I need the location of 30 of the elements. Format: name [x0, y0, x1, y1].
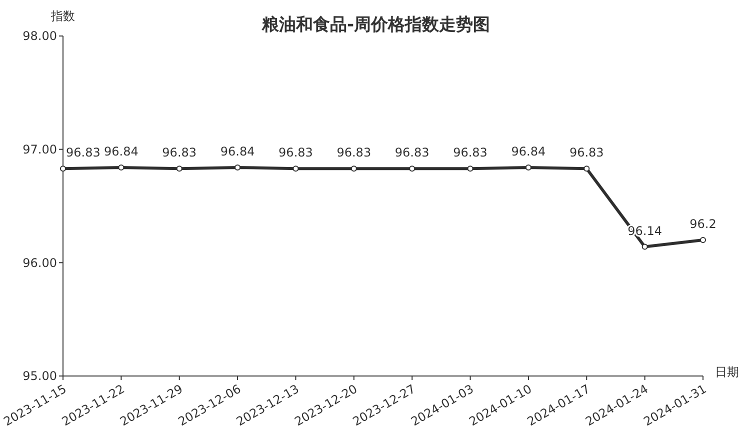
data-label: 96.83: [66, 146, 100, 160]
point: [292, 166, 299, 172]
data-label: 96.83: [453, 146, 488, 160]
point: [467, 166, 474, 172]
point: [584, 166, 590, 172]
y-tick-label: 96.00: [22, 256, 57, 270]
point: [409, 166, 416, 172]
point: [60, 166, 66, 172]
data-label: 96.83: [336, 146, 372, 160]
point: [176, 166, 182, 172]
data-label: 96.83: [162, 146, 197, 160]
y-tick-label: 97.00: [22, 142, 57, 157]
point: [525, 164, 532, 170]
point: [350, 166, 357, 172]
data-label: 96.83: [394, 146, 430, 160]
data-label: 96.84: [511, 144, 546, 158]
point: [118, 164, 124, 170]
y-tick-label: 95.00: [22, 369, 57, 384]
y-tick-label: 98.00: [22, 29, 57, 44]
point: [700, 237, 706, 243]
data-label: 96.2: [690, 217, 716, 231]
point: [642, 244, 648, 250]
data-label: 96.83: [569, 146, 604, 160]
data-label: 96.83: [278, 146, 313, 160]
chart-title: 粮油和食品-周价格指数走势图: [260, 15, 490, 35]
point: [234, 164, 241, 170]
x-axis-title: 日期: [715, 365, 739, 379]
y-axis-title: 指数: [50, 9, 75, 23]
data-label: 96.84: [220, 144, 255, 158]
data-label: 96.84: [104, 144, 138, 158]
